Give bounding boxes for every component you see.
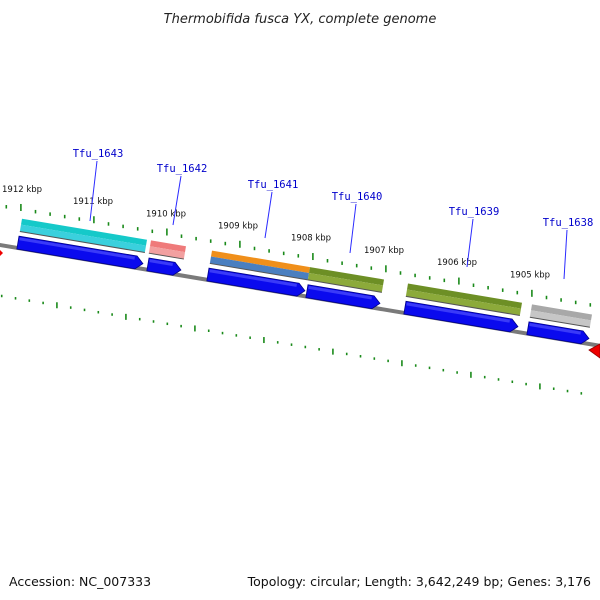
gene-bar-top [309, 267, 384, 286]
offscreen-feature-marker [588, 343, 600, 359]
cds-arrow-highlight [529, 323, 581, 335]
cds-arrow [16, 235, 144, 270]
gene-label: Tfu_1643 [73, 148, 124, 160]
cds-arrow [526, 321, 590, 345]
cds-arrow-highlight [308, 285, 372, 300]
gene-bar-edge [405, 295, 520, 317]
kbp-label: 1912 kbp [2, 185, 42, 195]
gene-pointer [466, 218, 474, 268]
gene-bar-edge [307, 279, 382, 293]
kbp-label: 1908 kbp [291, 234, 331, 244]
gene-bar-bottom [209, 256, 310, 280]
kbp-label: 1910 kbp [146, 209, 186, 219]
gene-bar-bottom [307, 272, 384, 293]
gene-bar-bottom [405, 289, 522, 316]
gene-feature-bar [529, 304, 592, 328]
gene-bar-edge [148, 252, 184, 260]
offscreen-feature-marker [0, 250, 3, 256]
gene-label: Tfu_1642 [157, 163, 208, 175]
cds-arrow [206, 267, 306, 297]
gene-feature-bar [209, 250, 310, 281]
cds-arrow [403, 300, 519, 333]
gene-feature-bar [148, 240, 186, 260]
gene-label: Tfu_1640 [332, 191, 383, 203]
gene-pointer [264, 191, 273, 239]
gene-bar-bottom [529, 310, 592, 328]
gene-bar-bottom [19, 224, 147, 253]
gene-feature-bar [405, 283, 522, 317]
gene-pointer [172, 175, 182, 226]
gene-bar-edge [19, 231, 145, 254]
cds-arrow-highlight [149, 259, 173, 267]
gene-pointer [349, 203, 357, 254]
gene-bar-top [531, 304, 592, 321]
gene-pointer [563, 229, 568, 280]
map-title: Thermobifida fusca YX, complete genome [164, 12, 437, 27]
gene-bar-top [407, 283, 522, 309]
gene-bar-edge [209, 262, 308, 281]
cds-arrow [146, 257, 182, 276]
gene-label: Tfu_1639 [449, 206, 500, 218]
cds-arrow [305, 284, 381, 310]
gene-label: Tfu_1638 [543, 217, 594, 229]
gene-bar-edge [529, 316, 590, 328]
gene-bar-bottom [148, 246, 186, 260]
gene-bar-top [21, 218, 147, 246]
kbp-label: 1909 kbp [218, 221, 258, 231]
kbp-label: 1911 kbp [73, 197, 113, 207]
accession-label: Accession: NC_007333 [9, 574, 152, 589]
kbp-label: 1905 kbp [510, 270, 550, 280]
gene-label: Tfu_1641 [248, 179, 299, 191]
gene-bar-top [150, 240, 186, 253]
cds-arrow-highlight [209, 269, 297, 287]
gene-bar-top [211, 250, 310, 273]
cds-arrow-highlight [406, 302, 510, 323]
cds-arrow-highlight [19, 237, 135, 260]
gene-feature-bar [19, 218, 147, 254]
genome-summary: Topology: circular; Length: 3,642,249 bp… [247, 574, 591, 589]
kbp-label: 1907 kbp [364, 246, 404, 256]
kbp-label: 1906 kbp [437, 258, 477, 268]
gene-feature-bar [307, 267, 384, 293]
gene-pointer [89, 160, 98, 222]
